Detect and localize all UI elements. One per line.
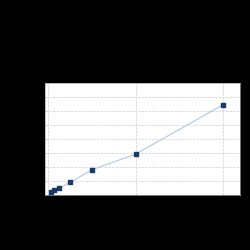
Point	[220, 103, 224, 107]
Point	[52, 188, 56, 192]
Point	[57, 186, 61, 190]
Point	[90, 168, 94, 172]
Point	[134, 152, 138, 156]
Point	[68, 180, 72, 184]
X-axis label: Rat Cytosolic non-specific dipeptidase
Concentration (ng/ml): Rat Cytosolic non-specific dipeptidase C…	[90, 208, 195, 219]
Point	[49, 190, 53, 194]
Y-axis label: OD 450: OD 450	[24, 128, 29, 149]
